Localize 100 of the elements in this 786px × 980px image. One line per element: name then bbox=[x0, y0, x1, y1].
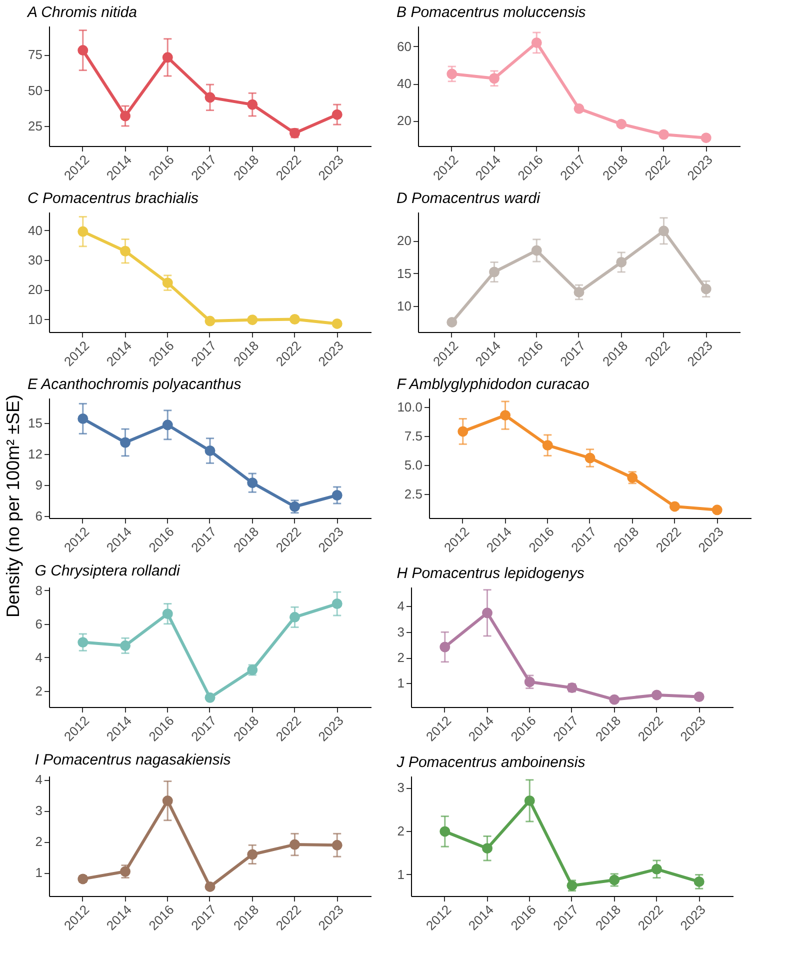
y-tick-label: 3 bbox=[397, 624, 404, 640]
y-tick-label: 4 bbox=[35, 650, 42, 665]
chart-title: C Pomacentrus brachialis bbox=[28, 190, 199, 207]
point bbox=[289, 839, 300, 850]
y-tick-label: 20 bbox=[28, 282, 42, 298]
y-axis-title: Density (no per 100m² ±SE) bbox=[3, 394, 23, 618]
y-tick-label: 15 bbox=[28, 415, 42, 430]
y-tick-label: 2 bbox=[35, 834, 42, 850]
y-tick-label: 20 bbox=[397, 233, 412, 248]
point bbox=[120, 640, 131, 651]
y-tick-label: 2 bbox=[397, 650, 404, 666]
point bbox=[440, 642, 450, 652]
point bbox=[78, 874, 88, 884]
y-tick-label: 5.0 bbox=[404, 457, 422, 472]
y-tick-label: 6 bbox=[35, 508, 42, 524]
point bbox=[694, 876, 704, 887]
point bbox=[574, 103, 584, 114]
point bbox=[162, 608, 173, 620]
chart-title: F Amblyglyphidodon curacao bbox=[396, 376, 590, 393]
point bbox=[616, 256, 627, 268]
point bbox=[700, 132, 712, 144]
point bbox=[247, 99, 258, 110]
point bbox=[204, 316, 216, 326]
y-tick-label: 1 bbox=[397, 866, 404, 882]
point bbox=[289, 612, 300, 622]
chart-title: I Pomacentrus nagasakiensis bbox=[34, 752, 232, 769]
y-tick-label: 25 bbox=[28, 118, 42, 134]
point bbox=[204, 446, 216, 456]
chart-title: D Pomacentrus wardi bbox=[396, 190, 541, 207]
y-tick-label: 60 bbox=[397, 38, 412, 54]
y-tick-label: 75 bbox=[28, 47, 42, 62]
point bbox=[489, 266, 500, 278]
point bbox=[78, 226, 88, 237]
point bbox=[440, 826, 450, 837]
point bbox=[489, 73, 500, 84]
point bbox=[482, 608, 493, 618]
point bbox=[78, 45, 88, 56]
chart-title: H Pomacentrus lepidogenys bbox=[396, 565, 585, 582]
y-tick-label: 10.0 bbox=[397, 400, 422, 415]
y-tick-label: 6 bbox=[35, 616, 42, 632]
chart-title: E Acanthochromis polyacanthus bbox=[28, 376, 242, 393]
point bbox=[531, 245, 542, 256]
point bbox=[500, 410, 511, 421]
y-tick-label: 10 bbox=[28, 312, 42, 327]
point bbox=[574, 286, 584, 298]
point bbox=[616, 118, 627, 130]
chart-title: J Pomacentrus amboinensis bbox=[396, 754, 586, 771]
y-tick-label: 20 bbox=[397, 113, 412, 128]
y-tick-label: 2.5 bbox=[404, 486, 422, 502]
point bbox=[204, 692, 216, 703]
point bbox=[204, 92, 216, 103]
point bbox=[332, 109, 342, 120]
point bbox=[162, 52, 173, 63]
point bbox=[446, 316, 458, 328]
y-tick-label: 3 bbox=[397, 780, 404, 796]
point bbox=[694, 692, 704, 702]
chart-title: G Chrysiptera rollandi bbox=[34, 562, 180, 580]
point bbox=[78, 637, 88, 648]
y-tick-label: 7.5 bbox=[404, 428, 422, 444]
y-tick-label: 15 bbox=[397, 266, 412, 281]
point bbox=[482, 843, 493, 854]
point bbox=[651, 864, 662, 874]
point bbox=[332, 490, 342, 500]
point bbox=[332, 318, 342, 329]
point bbox=[120, 246, 131, 256]
y-tick-label: 12 bbox=[28, 446, 42, 462]
y-tick-label: 1 bbox=[35, 865, 42, 880]
point bbox=[651, 690, 662, 700]
chart-title: B Pomacentrus moluccensis bbox=[396, 4, 586, 21]
y-tick-label: 40 bbox=[397, 76, 412, 92]
point bbox=[162, 420, 173, 430]
point bbox=[446, 68, 458, 80]
y-tick-label: 30 bbox=[28, 252, 42, 268]
point bbox=[120, 437, 131, 448]
y-tick-label: 2 bbox=[35, 683, 42, 698]
point bbox=[542, 440, 553, 451]
point bbox=[247, 849, 258, 860]
point bbox=[669, 501, 680, 512]
point bbox=[332, 598, 342, 609]
point bbox=[458, 426, 468, 437]
y-tick-label: 4 bbox=[397, 598, 404, 614]
y-tick-label: 8 bbox=[35, 582, 42, 598]
point bbox=[78, 413, 88, 424]
y-tick-label: 50 bbox=[28, 82, 42, 98]
point bbox=[247, 478, 258, 488]
point bbox=[162, 278, 173, 288]
y-tick-label: 3 bbox=[35, 803, 42, 818]
point bbox=[120, 110, 131, 122]
y-tick-label: 1 bbox=[397, 676, 404, 691]
point bbox=[204, 881, 216, 892]
y-tick-label: 10 bbox=[397, 298, 412, 314]
chart-title: A Chromis nitida bbox=[26, 4, 138, 21]
point bbox=[332, 840, 342, 850]
point bbox=[609, 694, 620, 705]
y-tick-label: 40 bbox=[28, 222, 42, 238]
point bbox=[524, 795, 535, 806]
y-tick-label: 4 bbox=[35, 772, 42, 788]
y-tick-label: 9 bbox=[35, 477, 42, 492]
point bbox=[658, 129, 669, 140]
point bbox=[162, 796, 173, 806]
